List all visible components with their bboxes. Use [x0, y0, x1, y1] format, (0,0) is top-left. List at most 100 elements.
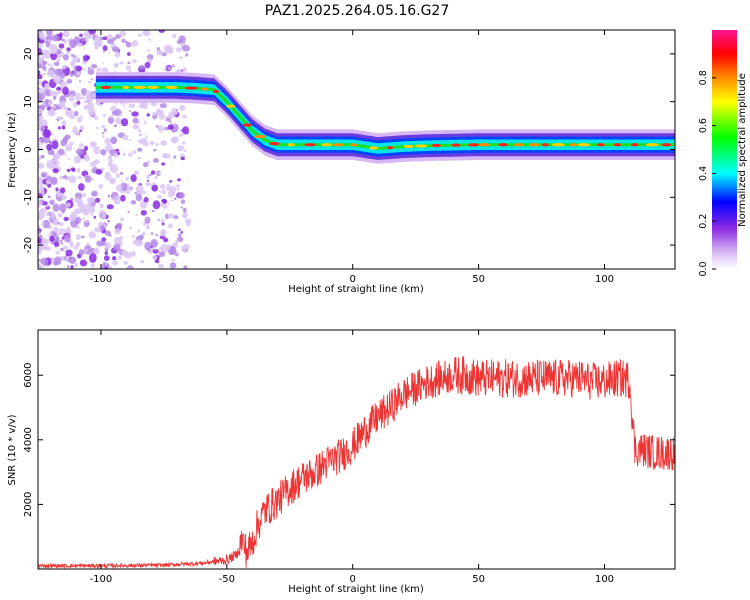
noise-speckle: [44, 246, 51, 251]
spectrogram-marks: [38, 30, 675, 269]
colorbar-tick-label: 0.0: [698, 261, 709, 276]
noise-speckle: [179, 104, 186, 111]
noise-speckle: [107, 154, 113, 161]
noise-speckle: [101, 237, 107, 242]
noise-speckle: [46, 159, 55, 169]
noise-speckle: [39, 266, 44, 269]
noise-speckle: [49, 90, 53, 95]
noise-speckle: [167, 223, 173, 229]
noise-speckle: [65, 202, 71, 208]
noise-speckle: [51, 257, 54, 261]
noise-speckle: [94, 197, 101, 203]
noise-speckle: [82, 55, 90, 62]
noise-speckle: [178, 133, 184, 137]
noise-speckle: [80, 235, 85, 239]
noise-speckle: [58, 228, 66, 236]
noise-speckle: [154, 258, 160, 264]
ridge-hotspot: [597, 143, 605, 147]
noise-speckle: [66, 78, 73, 84]
noise-speckle: [73, 54, 76, 58]
noise-speckle: [74, 216, 82, 224]
noise-speckle: [129, 226, 132, 230]
noise-speckle: [107, 39, 114, 45]
noise-speckle: [161, 162, 166, 166]
noise-speckle: [176, 40, 182, 44]
noise-speckle: [146, 174, 151, 179]
colorbar-gradient: [712, 30, 737, 269]
noise-speckle: [173, 155, 177, 159]
colorbar-tick-label: 0.8: [698, 70, 709, 85]
snr-ylabel: SNR (10 * v/v): [7, 414, 18, 485]
noise-speckle: [84, 249, 88, 252]
noise-speckle: [95, 126, 99, 130]
noise-speckle: [82, 192, 86, 198]
ridge-hotspot: [133, 85, 147, 89]
ridge-hotspot: [100, 85, 112, 89]
noise-speckle: [158, 30, 166, 33]
noise-speckle: [182, 140, 186, 145]
noise-speckle: [132, 45, 135, 48]
noise-speckle: [131, 40, 139, 47]
noise-speckle: [75, 241, 81, 248]
noise-speckle: [68, 175, 77, 184]
ridge-hotspot: [551, 143, 565, 147]
noise-speckle: [38, 94, 43, 103]
noise-speckle: [50, 150, 55, 155]
noise-speckle: [84, 100, 87, 104]
noise-speckle: [119, 61, 125, 65]
noise-speckle: [126, 52, 131, 56]
x-tick-label: 100: [595, 574, 614, 585]
noise-speckle: [142, 30, 151, 37]
noise-speckle: [180, 206, 183, 209]
noise-speckle: [131, 111, 139, 117]
noise-speckle: [45, 35, 52, 42]
noise-speckle: [110, 136, 118, 145]
noise-speckle: [130, 200, 137, 205]
ridge-hotspot: [542, 143, 549, 147]
noise-speckle: [61, 197, 65, 201]
noise-speckle: [115, 34, 121, 40]
noise-speckle: [152, 249, 159, 254]
noise-speckle: [62, 30, 70, 38]
noise-speckle: [105, 262, 108, 266]
ridge-hotspot: [403, 144, 414, 149]
noise-speckle: [38, 263, 41, 267]
noise-speckle: [87, 68, 95, 75]
noise-speckle: [47, 195, 51, 199]
noise-speckle: [72, 126, 78, 132]
noise-speckle: [62, 245, 69, 250]
noise-speckle: [55, 250, 60, 255]
noise-speckle: [178, 192, 185, 199]
x-tick-label: 0: [350, 574, 356, 585]
noise-speckle: [130, 174, 137, 183]
noise-speckle: [52, 231, 57, 237]
ridge-hotspot: [631, 143, 639, 147]
noise-speckle: [71, 168, 76, 172]
noise-speckle: [62, 65, 67, 70]
noise-speckle: [94, 35, 101, 44]
noise-speckle: [87, 106, 96, 116]
noise-speckle: [63, 234, 71, 243]
noise-speckle: [38, 56, 43, 64]
noise-speckle: [166, 184, 171, 187]
ridge-hotspot: [498, 143, 508, 147]
noise-speckle: [93, 146, 101, 155]
noise-speckle: [106, 204, 114, 210]
y-tick-label: 2000: [23, 492, 34, 517]
y-tick-label: 20: [23, 48, 34, 61]
noise-speckle: [83, 104, 89, 110]
noise-speckle: [93, 248, 100, 255]
noise-speckle: [66, 51, 71, 55]
noise-speckle: [38, 70, 41, 76]
noise-speckle: [52, 168, 59, 174]
noise-speckle: [153, 148, 157, 152]
noise-speckle: [182, 211, 188, 219]
noise-speckle: [54, 256, 62, 266]
noise-speckle: [134, 191, 138, 195]
noise-speckle: [152, 255, 158, 261]
noise-speckle: [102, 45, 108, 52]
noise-speckle: [175, 239, 179, 243]
noise-speckle: [115, 184, 123, 192]
noise-speckle: [155, 233, 158, 237]
noise-speckle: [84, 145, 89, 151]
